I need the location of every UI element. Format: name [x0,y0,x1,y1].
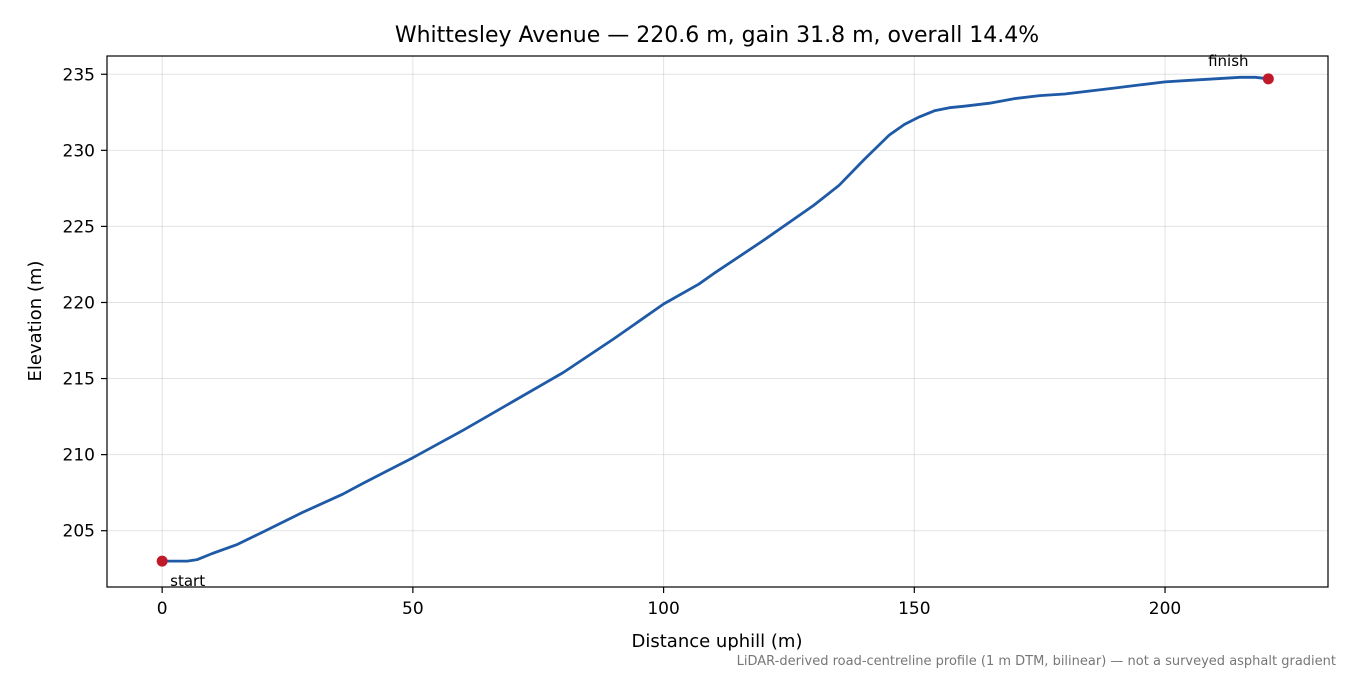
plot-area-frame [106,55,1329,588]
finish-annotation: finish [1208,52,1248,70]
start-annotation: start [170,572,205,590]
x-axis-ticks: 0 50 100 150 200 [157,587,1181,619]
y-tick-label: 215 [63,370,95,390]
x-axis-label: Distance uphill (m) [632,631,803,652]
chart-title: Whittesley Avenue — 220.6 m, gain 31.8 m… [395,23,1039,48]
y-tick-label: 210 [63,446,95,466]
y-tick-label: 235 [63,65,95,85]
x-tick-label: 150 [898,599,930,619]
grid-lines [107,56,1328,587]
x-tick-label: 50 [402,599,424,619]
source-caption: LiDAR-derived road-centreline profile (1… [737,654,1336,669]
x-tick-label: 200 [1149,599,1181,619]
y-tick-label: 220 [63,293,95,313]
x-tick-label: 0 [157,599,168,619]
x-tick-label: 100 [647,599,679,619]
y-tick-label: 225 [63,217,95,237]
finish-marker [1262,73,1274,85]
series-layer [160,75,1270,563]
y-axis-label: Elevation (m) [25,261,46,382]
y-axis-ticks: 205 210 215 220 225 230 235 [63,65,107,542]
start-marker [156,555,168,567]
y-tick-label: 230 [63,141,95,161]
elevation-profile-line [160,75,1270,563]
y-tick-label: 205 [63,522,95,542]
